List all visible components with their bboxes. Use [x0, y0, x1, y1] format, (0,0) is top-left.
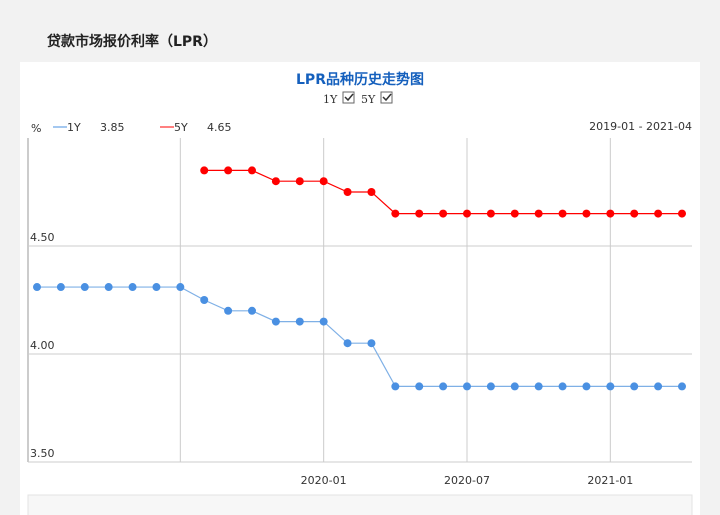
y-axis-label: % — [31, 122, 41, 135]
data-point — [606, 382, 615, 391]
checkbox-label: 5Y — [361, 93, 376, 106]
data-point — [104, 283, 113, 292]
data-point — [295, 317, 304, 326]
data-point — [271, 177, 280, 186]
data-point — [224, 306, 233, 315]
data-point — [486, 209, 495, 218]
chart-title: LPR品种历史走势图 — [296, 71, 424, 88]
data-point — [534, 209, 543, 218]
data-point — [367, 188, 376, 196]
data-point — [558, 209, 567, 218]
data-point — [558, 382, 567, 391]
x-tick-label: 2020-07 — [444, 474, 490, 487]
data-point — [463, 209, 471, 218]
data-point — [33, 283, 41, 292]
data-point — [176, 283, 185, 292]
data-point — [415, 209, 424, 218]
data-point — [486, 382, 495, 391]
y-tick-label: 3.50 — [30, 447, 55, 460]
data-point — [200, 166, 209, 175]
y-tick-label: 4.00 — [30, 339, 55, 352]
data-point — [319, 317, 328, 326]
series-line — [37, 286, 682, 387]
data-point — [391, 382, 400, 391]
data-point — [248, 166, 256, 175]
data-point — [343, 339, 352, 348]
checkbox-check — [344, 93, 354, 102]
data-point — [630, 209, 639, 218]
data-point — [80, 283, 89, 292]
data-point — [510, 209, 519, 218]
legend-value: 3.85 — [100, 121, 125, 134]
data-point — [343, 188, 352, 196]
data-point — [582, 382, 591, 391]
data-point — [439, 382, 448, 391]
data-point — [367, 339, 376, 348]
data-point — [224, 166, 233, 175]
y-tick-label: 4.50 — [30, 231, 55, 244]
data-point — [391, 209, 400, 218]
data-point — [415, 382, 424, 391]
data-point — [678, 209, 686, 218]
data-point — [200, 296, 209, 304]
data-point — [439, 209, 448, 218]
legend-label: 5Y — [174, 121, 188, 134]
checkbox — [380, 91, 393, 104]
data-point — [128, 283, 137, 292]
legend-value: 4.65 — [207, 121, 232, 134]
data-point — [534, 382, 543, 391]
data-point — [654, 382, 663, 391]
data-point — [271, 317, 280, 326]
data-point — [654, 209, 663, 218]
data-point — [582, 209, 591, 218]
data-point — [295, 177, 304, 186]
data-point — [510, 382, 519, 391]
sub-panel — [27, 494, 693, 515]
page-title: 贷款市场报价利率（LPR） — [47, 33, 217, 50]
checkbox-check — [382, 93, 392, 102]
checkbox-label: 1Y — [323, 93, 338, 106]
date-range: 2019-01 - 2021-04 — [589, 120, 692, 133]
x-tick-label: 2020-01 — [301, 474, 347, 487]
data-point — [630, 382, 639, 391]
data-point — [606, 209, 615, 218]
data-point — [678, 382, 686, 391]
data-point — [463, 382, 471, 391]
data-point — [248, 306, 256, 315]
data-point — [56, 283, 65, 292]
x-tick-label: 2021-01 — [587, 474, 633, 487]
checkbox — [342, 91, 355, 104]
data-point — [152, 283, 161, 292]
data-point — [319, 177, 328, 186]
legend-label: 1Y — [67, 121, 81, 134]
